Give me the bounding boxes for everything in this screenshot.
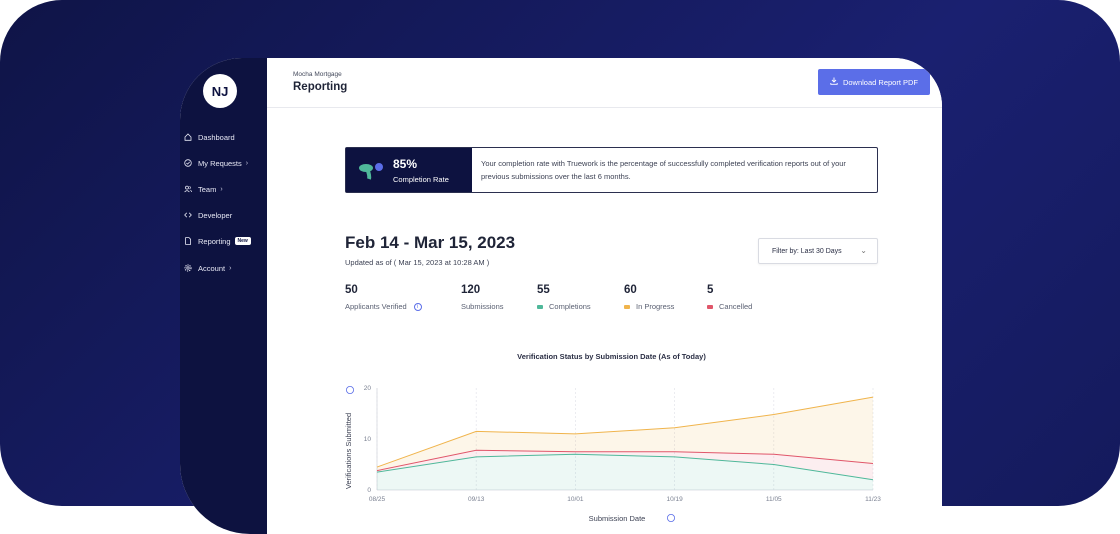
legend-swatch [537, 304, 543, 309]
y-tick-label: 20 [364, 385, 372, 392]
sidebar-item-label: Team [198, 184, 217, 194]
series-area-in-progress [377, 397, 873, 471]
check-circle-icon [184, 159, 192, 167]
x-tick-label: 10/01 [567, 496, 584, 503]
info-icon[interactable]: i [413, 302, 422, 311]
stat-value: 55 [537, 284, 550, 296]
code-icon [184, 211, 192, 219]
stat-label: Cancelled [719, 302, 753, 311]
completion-rate-value: 85% [393, 157, 418, 171]
chevron-right-icon: › [220, 185, 223, 193]
truework-logo-icon [359, 163, 383, 180]
gear-icon [184, 264, 192, 272]
main-content: Mocha Mortgage Reporting Download Report… [267, 58, 942, 534]
sidebar-item-my-requests[interactable]: My Requests › [184, 156, 248, 170]
sidebar-item-label: Account [198, 263, 226, 273]
chevron-down-icon: ⌄ [860, 246, 867, 255]
series-line-completions [376, 453, 874, 481]
stat-completions: 55 Completions [537, 284, 591, 311]
info-icon [345, 385, 354, 394]
stat-submissions: 120 Submissions [461, 284, 504, 311]
stat-value: 60 [624, 284, 637, 296]
chevron-right-icon: › [229, 264, 232, 272]
stat-cancelled: 5 Cancelled [707, 284, 752, 311]
x-tick-label: 11/23 [865, 496, 881, 503]
legend-swatch [707, 304, 713, 309]
completion-rate-description: Your completion rate with Truework is th… [481, 159, 846, 181]
stat-value: 120 [461, 284, 481, 296]
completion-rate-label: Completion Rate [393, 175, 449, 184]
document-icon [184, 237, 192, 245]
y-axis-label: Verifications Submitted [344, 413, 353, 489]
series-area-completions [377, 454, 873, 490]
sidebar-item-account[interactable]: Account › [184, 261, 231, 275]
series-line-in-progress [376, 396, 874, 468]
info-icon [666, 513, 675, 522]
stat-value: 5 [707, 284, 714, 296]
x-axis-label: Submission Date [589, 514, 646, 523]
completion-rate-banner: 85% Completion Rate Your completion rate… [345, 147, 878, 193]
sidebar-item-developer[interactable]: Developer [184, 208, 232, 222]
series-line-cancelled [376, 449, 874, 472]
sidebar-item-reporting[interactable]: Reporting New [184, 234, 251, 248]
home-icon [184, 133, 192, 141]
stat-value: 50 [345, 284, 358, 296]
download-report-button[interactable]: Download Report PDF [818, 69, 930, 95]
date-filter-label: Filter by: Last 30 Days [772, 247, 842, 255]
stat-label: Submissions [461, 302, 504, 311]
date-filter-dropdown[interactable]: Filter by: Last 30 Days ⌄ [758, 238, 878, 264]
stat-applicants-verified: 50 Applicants Verified i [345, 284, 422, 311]
app-window: NJ Dashboard My Requests › Team › Developer Re… [180, 58, 942, 534]
organization-name: Mocha Mortgage [293, 71, 342, 78]
x-tick-label: 10/19 [666, 496, 683, 503]
sidebar-item-team[interactable]: Team › [184, 182, 223, 196]
new-badge: New [234, 237, 251, 245]
stat-label: In Progress [636, 302, 675, 311]
sidebar-item-label: Developer [198, 210, 233, 220]
stat-in-progress: 60 In Progress [624, 284, 674, 311]
x-tick-label: 11/05 [766, 496, 782, 503]
completion-rate-card: 85% Completion Rate [346, 148, 472, 192]
avatar[interactable]: NJ [203, 74, 237, 108]
page-title: Reporting [293, 81, 348, 93]
users-icon [184, 185, 192, 193]
series-area-cancelled [377, 450, 873, 480]
date-range-title: Feb 14 - Mar 15, 2023 [345, 233, 516, 252]
x-tick-label: 08/25 [369, 496, 386, 503]
stat-label: Applicants Verified [345, 302, 407, 311]
chart-title: Verification Status by Submission Date (… [517, 352, 706, 361]
sidebar-item-label: My Requests [198, 158, 242, 168]
download-icon [830, 77, 838, 87]
download-report-label: Download Report PDF [842, 77, 919, 87]
sidebar-item-dashboard[interactable]: Dashboard [184, 130, 235, 144]
sidebar-item-label: Reporting [198, 236, 231, 246]
x-tick-label: 09/13 [468, 496, 485, 503]
verification-status-chart: 0 10 20 08/25 09/13 10/01 10/19 11/05 11/23 Submi… [344, 385, 881, 523]
sidebar: NJ Dashboard My Requests › Team › Developer Re… [180, 58, 267, 534]
sidebar-item-label: Dashboard [198, 132, 235, 142]
top-bar: Mocha Mortgage Reporting Download Report… [267, 58, 942, 108]
chevron-right-icon: › [245, 159, 249, 167]
y-tick-label: 10 [364, 436, 372, 443]
y-tick-label: 0 [367, 487, 371, 494]
updated-timestamp: Updated as of ( Mar 15, 2023 at 10:28 AM… [345, 258, 490, 267]
legend-swatch [624, 304, 630, 309]
stat-label: Completions [549, 302, 591, 311]
